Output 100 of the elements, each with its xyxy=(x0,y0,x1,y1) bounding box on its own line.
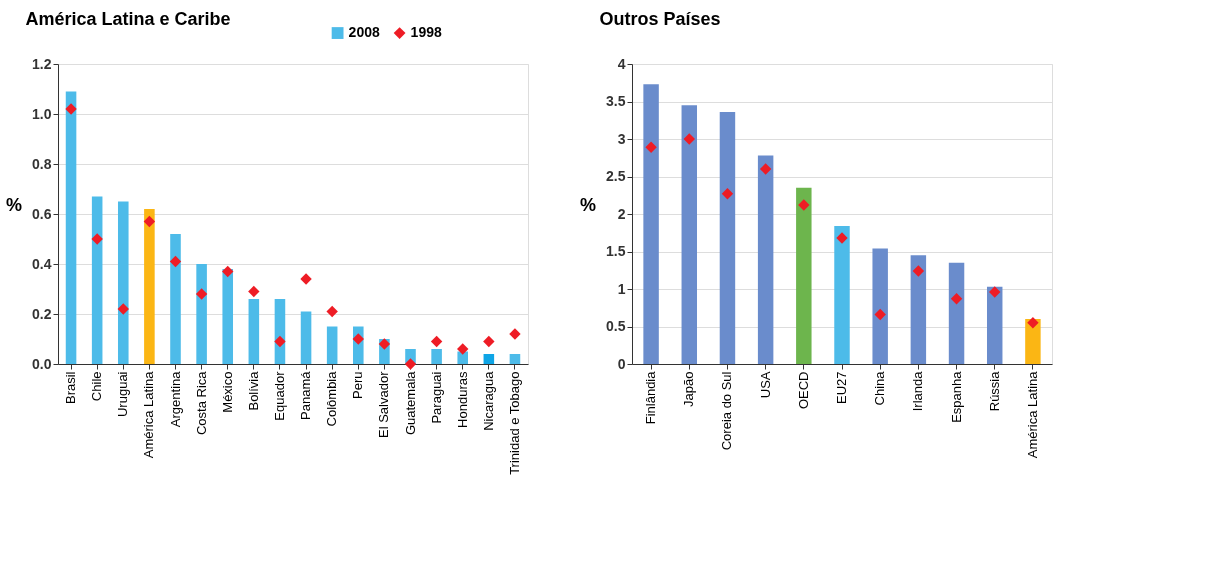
bar xyxy=(144,209,155,364)
point xyxy=(645,141,657,153)
y-tick-label: 1.2 xyxy=(32,55,52,72)
point xyxy=(300,273,312,285)
legend-label: 2008 xyxy=(348,24,380,41)
y-tick-label: 1 xyxy=(617,280,626,297)
y-tick-label: 1.0 xyxy=(32,105,52,122)
point xyxy=(483,335,495,348)
point xyxy=(721,188,734,200)
bar xyxy=(910,255,927,364)
x-tick-label: Honduras xyxy=(454,371,470,428)
point xyxy=(195,288,208,300)
x-tick-label: OECD xyxy=(795,371,811,410)
y-tick-label: 3 xyxy=(617,130,626,147)
y-tick-label: 0.6 xyxy=(32,205,52,222)
x-tick-label: México xyxy=(219,371,235,413)
x-tick-label: Brasil xyxy=(63,371,79,405)
bar xyxy=(987,286,1003,364)
y-tick-label: 4 xyxy=(617,55,626,72)
bar xyxy=(872,248,888,364)
bar xyxy=(719,112,736,364)
point xyxy=(222,265,234,278)
point xyxy=(509,328,521,340)
point xyxy=(404,358,417,370)
point xyxy=(65,103,77,115)
point xyxy=(274,335,286,348)
point xyxy=(950,293,963,305)
point xyxy=(326,305,338,318)
x-tick-label: Finlândia xyxy=(643,370,659,425)
x-tick-label: Bolívia xyxy=(245,370,261,411)
y-tick-label: 0 xyxy=(617,355,626,372)
point xyxy=(836,232,848,244)
x-tick-label: Colômbia xyxy=(324,370,340,427)
y-tick-label: 0.5 xyxy=(606,318,626,334)
x-tick-label: Costa Rica xyxy=(193,370,209,436)
point xyxy=(1027,317,1039,329)
bar xyxy=(509,354,521,364)
point xyxy=(169,255,182,268)
legend-label: 1998 xyxy=(410,24,442,41)
bar xyxy=(431,349,442,364)
x-tick-label: El Salvador xyxy=(376,370,392,438)
bar xyxy=(757,155,774,364)
y-axis-title: % xyxy=(580,194,597,215)
x-tick-label: Espanha xyxy=(948,370,964,423)
bar xyxy=(91,196,103,364)
y-tick-label: 0.0 xyxy=(32,355,52,372)
bar xyxy=(643,84,659,364)
bar xyxy=(834,226,850,364)
bar xyxy=(326,326,338,364)
bar xyxy=(483,354,495,364)
y-tick-label: 0.4 xyxy=(32,255,52,272)
point xyxy=(874,308,886,321)
point xyxy=(91,233,103,245)
x-tick-label: Uruguai xyxy=(115,371,131,418)
point xyxy=(117,303,129,315)
bar xyxy=(222,269,234,364)
bar xyxy=(117,201,129,364)
y-tick-label: 3.5 xyxy=(606,93,626,109)
x-tick-label: Panamá xyxy=(298,370,314,420)
bar xyxy=(1025,319,1041,364)
bar xyxy=(681,105,697,364)
x-tick-label: Coreia do Sul xyxy=(719,371,735,451)
chart-title: América Latina e Caribe xyxy=(25,9,231,29)
x-tick-label: Irlanda xyxy=(910,370,926,412)
point xyxy=(378,338,391,350)
point xyxy=(248,285,260,298)
x-tick-label: EU27 xyxy=(834,371,849,405)
x-tick-label: Nicaragua xyxy=(480,370,496,431)
bar xyxy=(65,91,77,364)
x-tick-label: Japão xyxy=(681,371,697,407)
y-tick-label: 2 xyxy=(617,205,626,222)
x-tick-label: USA xyxy=(757,371,773,399)
x-tick-label: Paraguai xyxy=(428,371,444,424)
bar xyxy=(248,299,260,364)
x-tick-label: Guatemala xyxy=(402,370,418,436)
point xyxy=(352,333,364,345)
bar xyxy=(196,264,207,364)
x-tick-label: China xyxy=(872,370,888,406)
y-tick-label: 0.2 xyxy=(32,305,52,322)
x-tick-label: Chile xyxy=(89,371,105,402)
y-tick-label: 0.8 xyxy=(32,155,52,172)
bar xyxy=(796,187,812,364)
chart-title: Outros Países xyxy=(599,9,721,29)
bar xyxy=(300,311,312,364)
x-tick-label: Argentina xyxy=(167,370,183,428)
point xyxy=(683,133,695,145)
point xyxy=(759,163,772,175)
y-axis-title: % xyxy=(6,194,23,215)
point xyxy=(430,335,443,348)
y-tick-label: 2.5 xyxy=(606,168,626,184)
point xyxy=(912,265,925,277)
y-tick-label: 1.5 xyxy=(606,243,626,259)
point xyxy=(989,286,1001,298)
point xyxy=(457,343,469,355)
x-tick-label: América Latina xyxy=(141,370,157,459)
point xyxy=(798,199,810,211)
x-tick-label: Peru xyxy=(350,371,366,399)
bar xyxy=(170,234,181,364)
point xyxy=(143,215,156,228)
x-tick-label: América Latina xyxy=(1024,370,1040,459)
